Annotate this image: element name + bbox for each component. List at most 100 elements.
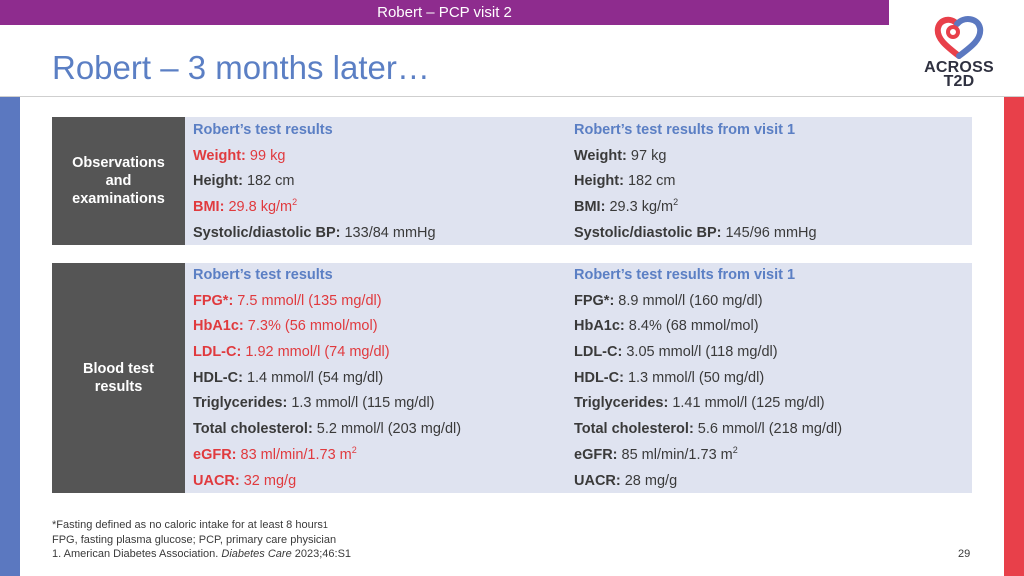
top-banner: Robert – PCP visit 2: [0, 0, 889, 25]
observation-current-superscript: 2: [292, 197, 298, 208]
blood-previous-row: HDL-C: 1.3 mmol/l (50 mg/dl): [574, 366, 842, 392]
blood-previous-header: Robert’s test results from visit 1: [574, 267, 796, 283]
observations-current-header: Robert’s test results: [193, 122, 333, 138]
blood-current-row: HDL-C: 1.4 mmol/l (54 mg/dl): [193, 366, 461, 392]
observation-previous-key: Height:: [574, 173, 624, 190]
observation-previous-value: 145/96 mmHg: [721, 224, 817, 241]
blood-previous-value: 85 ml/min/1.73 m: [617, 446, 733, 463]
observation-previous-row: Weight: 97 kg: [574, 144, 817, 170]
blood-test-label: Blood test results: [52, 263, 185, 493]
blood-previous-column: Robert’s test results from visit 1 FPG*:…: [574, 263, 842, 494]
blood-current-key: LDL-C:: [193, 344, 242, 361]
observation-current-key: BMI:: [193, 199, 225, 216]
footnote-fasting: *Fasting defined as no caloric intake fo…: [52, 519, 328, 531]
across-t2d-logo: ACROSS T2D: [924, 12, 994, 90]
blood-previous-value: 8.9 mmol/l (160 mg/dl): [614, 292, 763, 309]
heart-logo-icon: [934, 16, 984, 59]
blood-current-value: 1.4 mmol/l (54 mg/dl): [242, 369, 384, 386]
observation-previous-row: Systolic/diastolic BP: 145/96 mmHg: [574, 221, 817, 247]
blood-previous-row: eGFR: 85 ml/min/1.73 m2: [574, 443, 842, 469]
observation-current-row: Height: 182 cm: [193, 169, 436, 195]
observation-current-key: Weight:: [193, 147, 246, 164]
observation-current-row: BMI: 29.8 kg/m2: [193, 195, 436, 221]
observation-previous-value: 29.3 kg/m: [605, 199, 674, 216]
blood-current-row: Total cholesterol: 5.2 mmol/l (203 mg/dl…: [193, 417, 461, 443]
blood-previous-row: FPG*: 8.9 mmol/l (160 mg/dl): [574, 289, 842, 315]
blood-previous-key: Triglycerides:: [574, 395, 669, 412]
blood-previous-row: LDL-C: 3.05 mmol/l (118 mg/dl): [574, 340, 842, 366]
blood-test-section: Blood test results Robert’s test results…: [52, 263, 972, 493]
blood-current-key: Triglycerides:: [193, 395, 288, 412]
blood-previous-row: Total cholesterol: 5.6 mmol/l (218 mg/dl…: [574, 417, 842, 443]
blood-current-key: UACR:: [193, 472, 240, 489]
blood-previous-value: 3.05 mmol/l (118 mg/dl): [622, 344, 778, 361]
observation-current-row: Systolic/diastolic BP: 133/84 mmHg: [193, 221, 436, 247]
footnotes: *Fasting defined as no caloric intake fo…: [52, 518, 351, 562]
blood-previous-value: 5.6 mmol/l (218 mg/dl): [693, 421, 843, 438]
page-title: Robert – 3 months later…: [52, 49, 430, 86]
logo-line1: ACROSS: [924, 59, 994, 76]
blood-current-row: Triglycerides: 1.3 mmol/l (115 mg/dl): [193, 391, 461, 417]
observation-previous-key: BMI:: [574, 199, 606, 216]
blood-current-row: eGFR: 83 ml/min/1.73 m2: [193, 443, 461, 469]
observation-previous-value: 182 cm: [623, 173, 676, 190]
blood-previous-value: 1.3 mmol/l (50 mg/dl): [623, 369, 765, 386]
observation-current-value: 99 kg: [245, 147, 286, 164]
blood-previous-key: LDL-C:: [574, 344, 623, 361]
blood-previous-superscript: 2: [732, 444, 738, 455]
blood-current-header: Robert’s test results: [193, 267, 333, 283]
blood-previous-row: HbA1c: 8.4% (68 mmol/mol): [574, 314, 842, 340]
observations-label: Observations and examinations: [52, 117, 185, 245]
blood-current-superscript: 2: [351, 444, 357, 455]
blood-current-value: 83 ml/min/1.73 m: [236, 446, 352, 463]
logo-line2: T2D: [943, 73, 975, 90]
blood-current-row: HbA1c: 7.3% (56 mmol/mol): [193, 314, 461, 340]
title-band: [0, 25, 1024, 97]
blood-current-key: HDL-C:: [193, 369, 243, 386]
blood-current-row: FPG*: 7.5 mmol/l (135 mg/dl): [193, 289, 461, 315]
blood-current-value: 32 mg/g: [239, 472, 297, 489]
observations-section: Observations and examinations Robert’s t…: [52, 117, 972, 245]
topbar-title: Robert – PCP visit 2: [377, 4, 512, 21]
left-accent-strip: [0, 97, 20, 576]
footnote-reference: 1. American Diabetes Association. Diabet…: [52, 548, 352, 560]
observation-previous-row: BMI: 29.3 kg/m2: [574, 195, 817, 221]
observation-previous-value: 97 kg: [626, 147, 667, 164]
blood-previous-key: FPG*:: [574, 292, 615, 309]
blood-previous-row: UACR: 28 mg/g: [574, 469, 842, 495]
blood-previous-key: eGFR:: [574, 446, 618, 463]
blood-current-value: 7.3% (56 mmol/mol): [243, 318, 378, 335]
blood-current-key: HbA1c:: [193, 318, 244, 335]
observation-previous-row: Height: 182 cm: [574, 169, 817, 195]
blood-current-row: LDL-C: 1.92 mmol/l (74 mg/dl): [193, 340, 461, 366]
blood-current-value: 7.5 mmol/l (135 mg/dl): [233, 292, 382, 309]
blood-previous-value: 28 mg/g: [620, 472, 678, 489]
right-accent-strip: [1004, 97, 1024, 576]
blood-current-key: FPG*:: [193, 292, 234, 309]
blood-current-row: UACR: 32 mg/g: [193, 469, 461, 495]
blood-previous-row: Triglycerides: 1.41 mmol/l (125 mg/dl): [574, 391, 842, 417]
observations-previous-header: Robert’s test results from visit 1: [574, 122, 796, 138]
blood-previous-key: UACR:: [574, 472, 621, 489]
blood-current-value: 1.3 mmol/l (115 mg/dl): [287, 395, 435, 412]
observation-current-value: 133/84 mmHg: [340, 224, 436, 241]
blood-previous-key: HDL-C:: [574, 369, 624, 386]
blood-previous-key: HbA1c:: [574, 318, 625, 335]
blood-previous-value: 1.41 mmol/l (125 mg/dl): [668, 395, 825, 412]
observation-previous-superscript: 2: [673, 197, 679, 208]
blood-current-value: 1.92 mmol/l (74 mg/dl): [241, 344, 390, 361]
footnote-abbreviations: FPG, fasting plasma glucose; PCP, primar…: [52, 533, 337, 546]
observation-current-value: 29.8 kg/m: [224, 199, 293, 216]
observation-current-value: 182 cm: [242, 173, 295, 190]
blood-current-value: 5.2 mmol/l (203 mg/dl): [312, 421, 462, 438]
observation-current-row: Weight: 99 kg: [193, 144, 436, 170]
blood-previous-value: 8.4% (68 mmol/mol): [624, 318, 759, 335]
observations-previous-column: Robert’s test results from visit 1 Weigh…: [574, 118, 817, 246]
observations-current-column: Robert’s test results Weight: 99 kg Heigh…: [193, 118, 436, 246]
observation-previous-key: Systolic/diastolic BP:: [574, 224, 722, 241]
observation-current-key: Height:: [193, 173, 243, 190]
blood-current-key: eGFR:: [193, 446, 237, 463]
blood-current-column: Robert’s test results FPG*: 7.5 mmol/l (…: [193, 263, 461, 494]
observation-previous-key: Weight:: [574, 147, 627, 164]
blood-current-key: Total cholesterol:: [193, 421, 313, 438]
